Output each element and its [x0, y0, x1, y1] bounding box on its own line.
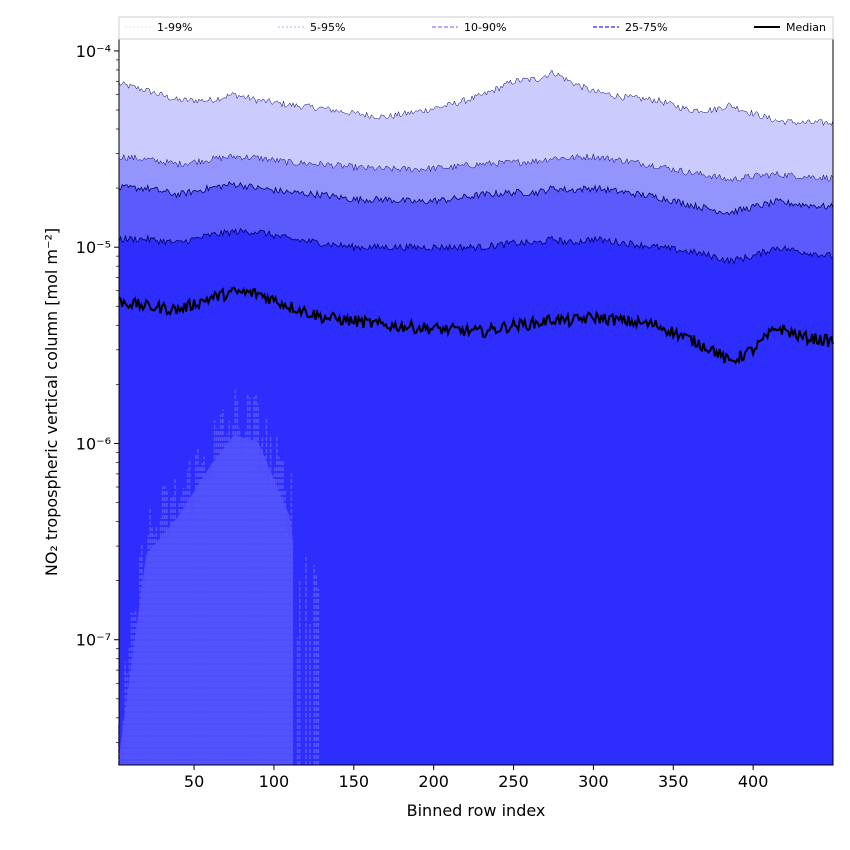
band-25-75-fill: [119, 228, 833, 766]
legend-frame: [118, 16, 834, 40]
x-tick-label: 300: [578, 772, 609, 791]
legend-label: 5-95%: [310, 21, 345, 34]
legend-label: 10-90%: [464, 21, 506, 34]
x-tick-label: 150: [339, 772, 370, 791]
y-tick-label: 10⁻⁶: [76, 434, 111, 453]
median-line: [118, 286, 834, 365]
band-1-99-edge: [118, 69, 834, 127]
x-tick-label: 200: [418, 772, 449, 791]
y-tick-label: 10⁻⁵: [76, 238, 111, 257]
plot-lines: [118, 69, 834, 365]
legend-item: 25-75%: [593, 21, 667, 34]
plot-area: [118, 70, 833, 766]
x-tick-label: 250: [498, 772, 529, 791]
legend-label: 25-75%: [625, 21, 667, 34]
y-tick-label: 10⁻⁷: [76, 631, 111, 650]
x-tick-label: 100: [259, 772, 290, 791]
y-axis: 10⁻⁷ 10⁻⁶ 10⁻⁵ 10⁻⁴: [76, 42, 119, 743]
legend-label: 1-99%: [157, 21, 192, 34]
legend-item: 1-99%: [125, 21, 192, 34]
band-10-90-edge: [118, 181, 834, 216]
x-axis: 50 100 150 200 250 300 350 400: [184, 765, 769, 791]
x-tick-label: 350: [658, 772, 689, 791]
band-5-95-edge: [118, 152, 834, 183]
legend-item: Median: [754, 21, 826, 34]
y-axis-title: NO₂ tropospheric vertical column [mol m⁻…: [42, 228, 61, 576]
x-tick-label: 400: [738, 772, 769, 791]
x-axis-title: Binned row index: [407, 801, 546, 820]
y-tick-label: 10⁻⁴: [76, 42, 111, 61]
x-tick-label: 50: [184, 772, 204, 791]
legend: 1-99% 5-95% 10-90% 25-75% Median: [118, 16, 834, 40]
band-25-75-edge: [118, 227, 834, 266]
legend-item: 5-95%: [278, 21, 345, 34]
legend-item: 10-90%: [432, 21, 506, 34]
low-percentile-fill: [119, 434, 294, 765]
legend-label: Median: [786, 21, 826, 34]
